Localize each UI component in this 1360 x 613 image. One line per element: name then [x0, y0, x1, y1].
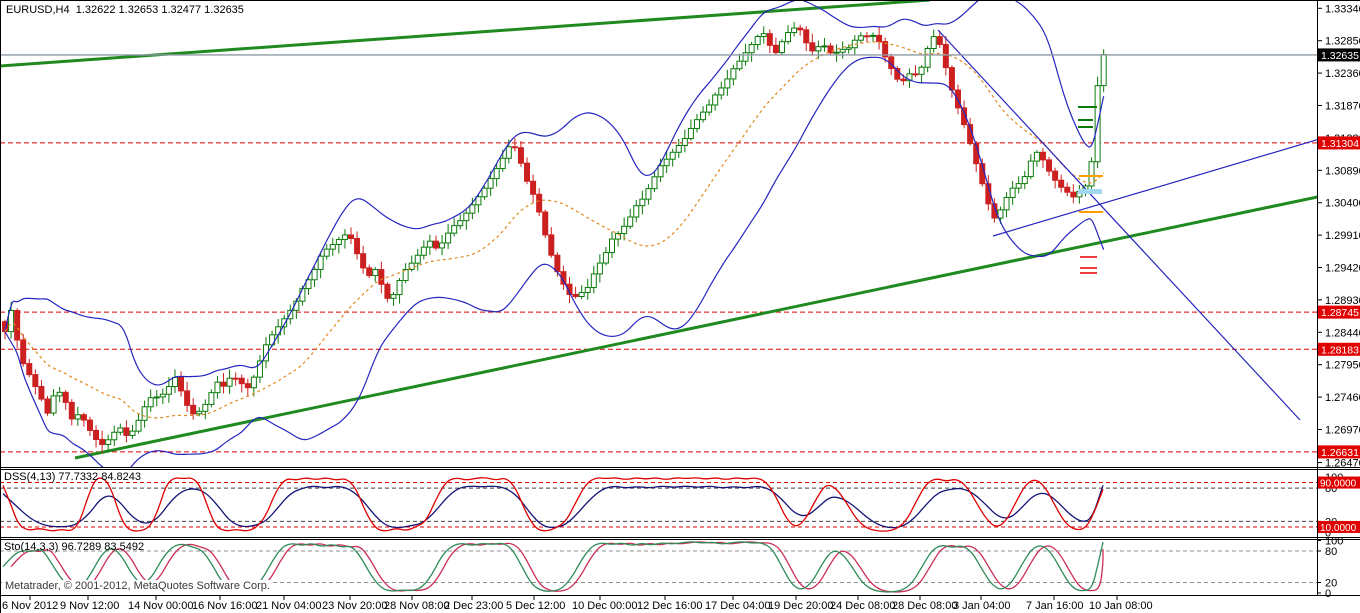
sto-indicator-label: Sto(14,3,3) 96.7289 83.5492: [4, 541, 145, 553]
time-axis-label: 9 Nov 12:00: [60, 600, 119, 612]
red-price-tag: [1318, 136, 1360, 150]
current-price-tag-value: 1.32635: [1321, 50, 1359, 62]
time-axis-label: 6 Nov 2012: [2, 600, 58, 612]
time-axis-label: 3 Jan 04:00: [953, 600, 1011, 612]
sto-main-line: [2, 541, 1104, 593]
sto-axis-label: 80: [1325, 546, 1337, 558]
descending-blue-trendline[interactable]: [937, 29, 1301, 421]
red-price-tag: [1318, 445, 1360, 459]
dss-indicator-label: DSS(4,13) 77.7332 84.8243: [4, 471, 141, 483]
candles: [2, 21, 1107, 454]
time-axis-label: 19 Dec 20:00: [768, 600, 833, 612]
time-axis-label: 2 Dec 23:00: [444, 600, 503, 612]
main-price-pane[interactable]: [0, 0, 1360, 473]
price-axis-label: 1.30890: [1325, 165, 1360, 177]
stochastic-indicator-pane[interactable]: [0, 541, 1317, 593]
sto-axis-label: 100: [1325, 536, 1343, 548]
price-axis-label: 1.28930: [1325, 295, 1360, 307]
time-axis-label: 12 Dec 16:00: [637, 600, 702, 612]
chart-symbol-period: EURUSD,H4: [6, 4, 70, 16]
price-axis-label: 1.29910: [1325, 230, 1360, 242]
lower-green-trendline[interactable]: [74, 188, 1360, 460]
price-axis-label: 1.26470: [1325, 458, 1360, 470]
price-axis-label: 1.33340: [1325, 3, 1360, 15]
red-price-tag-value: 1.28183: [1321, 344, 1359, 356]
red-price-tag: [1318, 342, 1360, 356]
price-axis-label: 1.26970: [1325, 424, 1360, 436]
price-axis-label: 1.31870: [1325, 100, 1360, 112]
dss-level-tag: [1318, 476, 1360, 489]
bollinger-middle-band: [4, 41, 1105, 419]
time-axis-label: 23 Nov 20:00: [322, 600, 387, 612]
price-axis-label: 1.27460: [1325, 392, 1360, 404]
dss-red-line: [2, 477, 1104, 532]
metaquotes-watermark: Metatrader, © 2001-2012, MetaQuotes Soft…: [2, 580, 273, 592]
time-axis-label: 17 Dec 04:00: [705, 600, 770, 612]
current-price-tag: [1318, 48, 1360, 62]
price-axis-label: 1.32360: [1325, 68, 1360, 80]
red-price-tag: [1318, 305, 1360, 319]
price-axis-label: 1.30400: [1325, 198, 1360, 210]
ascending-blue-trendline[interactable]: [992, 127, 1360, 237]
red-price-tag-value: 1.31304: [1321, 138, 1359, 150]
red-price-tag-value: 1.28745: [1321, 307, 1359, 319]
chart-title: EURUSD,H4 1.32622 1.32653 1.32477 1.3263…: [6, 4, 244, 16]
time-axis-label: 5 Dec 12:00: [506, 600, 565, 612]
dss-level-tag-value: 90.0000: [1320, 479, 1357, 490]
chart-ohlc-values: 1.32622 1.32653 1.32477 1.32635: [75, 4, 244, 16]
cyan-level-segment[interactable]: [1078, 189, 1102, 194]
dss-indicator-pane[interactable]: [0, 477, 1317, 532]
dss-axis-label: 0: [1325, 528, 1331, 540]
dss-level-tag-value: 10.0000: [1320, 523, 1357, 534]
time-axis-label: 10 Jan 08:00: [1089, 600, 1153, 612]
price-axis-label: 1.29420: [1325, 262, 1360, 274]
time-axis-label: 10 Dec 00:00: [572, 600, 637, 612]
red-price-tag-value: 1.26631: [1321, 447, 1359, 459]
time-axis-label: 21 Nov 04:00: [256, 600, 321, 612]
time-axis-label: 14 Nov 00:00: [128, 600, 193, 612]
sto-signal-line: [10, 541, 1104, 593]
dss-level-tag: [1318, 520, 1360, 533]
time-axis-label: 28 Nov 08:00: [384, 600, 449, 612]
time-axis-label: 28 Dec 08:00: [892, 600, 957, 612]
dss-blue-line: [2, 485, 1104, 529]
time-axis-label: 24 Dec 08:00: [830, 600, 895, 612]
price-axis-label: 1.28440: [1325, 327, 1360, 339]
price-axis: 1.333401.328501.323601.318701.313801.308…: [1317, 0, 1360, 600]
sto-axis-label: 0: [1325, 588, 1331, 600]
price-axis-label: 1.32850: [1325, 36, 1360, 48]
bollinger-lower-band: [4, 56, 1105, 467]
price-axis-label: 1.27950: [1325, 360, 1360, 372]
sto-axis-label: 20: [1325, 578, 1337, 590]
bollinger-upper-band: [4, 0, 1105, 386]
time-axis-label: 16 Nov 16:00: [192, 600, 257, 612]
time-axis-label: 7 Jan 16:00: [1026, 600, 1084, 612]
